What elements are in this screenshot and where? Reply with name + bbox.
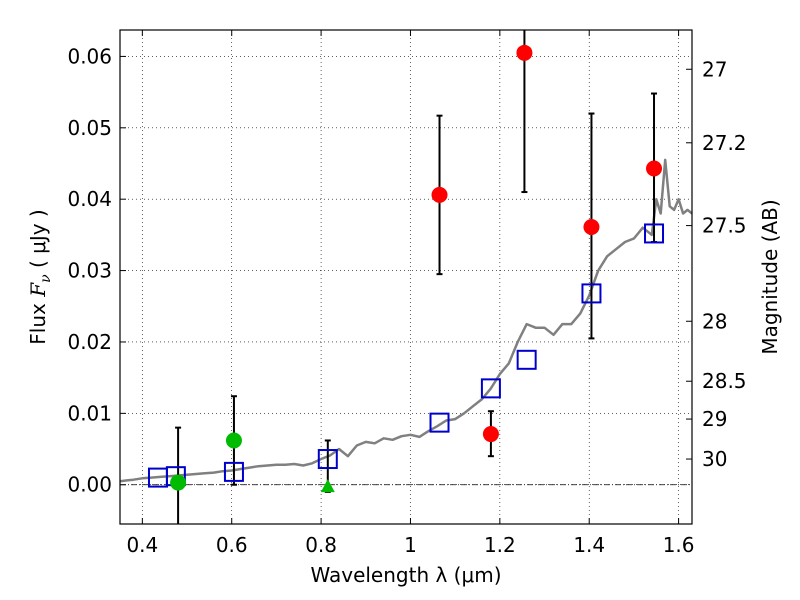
y-tick-label: 0.00 — [67, 473, 112, 497]
x-axis-label: Wavelength λ (μm) — [310, 563, 501, 587]
model-spectrum-layer — [119, 158, 693, 483]
grid-layer — [120, 30, 692, 524]
y-tick-label: 0.06 — [67, 44, 112, 68]
y-axis-label-prefix: Flux — [26, 297, 50, 345]
red-data-point — [431, 186, 448, 203]
x-tick-label: 0.6 — [216, 533, 248, 557]
green-data-point — [170, 474, 187, 491]
mag-tick-label: 27.2 — [702, 131, 747, 155]
error-bar-layer — [175, 30, 658, 524]
model-band-square — [429, 412, 450, 433]
green-triangle-point — [320, 479, 335, 493]
y-tick-label: 0.01 — [67, 401, 112, 425]
mag-tick-label: 29 — [702, 407, 727, 431]
model-band-square — [644, 223, 665, 244]
x-tick-label: 1.6 — [663, 533, 695, 557]
y-tick-label: 0.04 — [67, 187, 112, 211]
model-band-square — [223, 461, 244, 482]
model-band-square — [516, 349, 537, 370]
x-tick-label: 0.4 — [126, 533, 158, 557]
tick-label-layer: 0.4 0.6 0.8 1 1.2 1.4 1.6 0.00 0.01 0.02 0.03 0.04 0… — [67, 44, 746, 557]
y-axis-label: Flux Fν ( μJy ) — [26, 209, 54, 344]
marker-layer — [147, 44, 665, 493]
red-data-point — [482, 426, 499, 443]
mag-tick-label: 28 — [702, 309, 727, 333]
mag-tick-label: 28.5 — [702, 369, 747, 393]
model-band-square — [581, 283, 602, 304]
model-band-square — [480, 378, 501, 399]
y-axis-label-symbol: F — [26, 282, 50, 298]
y-tick-label: 0.03 — [67, 259, 112, 283]
mag-tick-label: 27.5 — [702, 214, 747, 238]
model-spectrum-line — [119, 158, 693, 483]
y-tick-label: 0.05 — [67, 116, 112, 140]
plot-frame — [119, 29, 693, 525]
y-tick-label: 0.02 — [67, 330, 112, 354]
mag-tick-label: 27 — [702, 57, 727, 81]
mag-tick-label: 30 — [702, 447, 727, 471]
y-axis-label-units: ( μJy ) — [26, 209, 50, 274]
green-data-point — [225, 432, 242, 449]
red-data-point — [646, 160, 663, 177]
x-tick-label: 1.2 — [484, 533, 516, 557]
y2-axis-label: Magnitude (AB) — [758, 199, 782, 354]
x-tick-label: 1.4 — [573, 533, 605, 557]
y-axis-label-subscript: ν — [38, 274, 54, 283]
model-band-square — [317, 449, 338, 470]
red-data-point — [583, 219, 600, 236]
red-data-point — [516, 44, 533, 61]
tick-layer — [120, 30, 692, 524]
x-tick-label: 0.8 — [305, 533, 337, 557]
x-tick-label: 1 — [404, 533, 417, 557]
